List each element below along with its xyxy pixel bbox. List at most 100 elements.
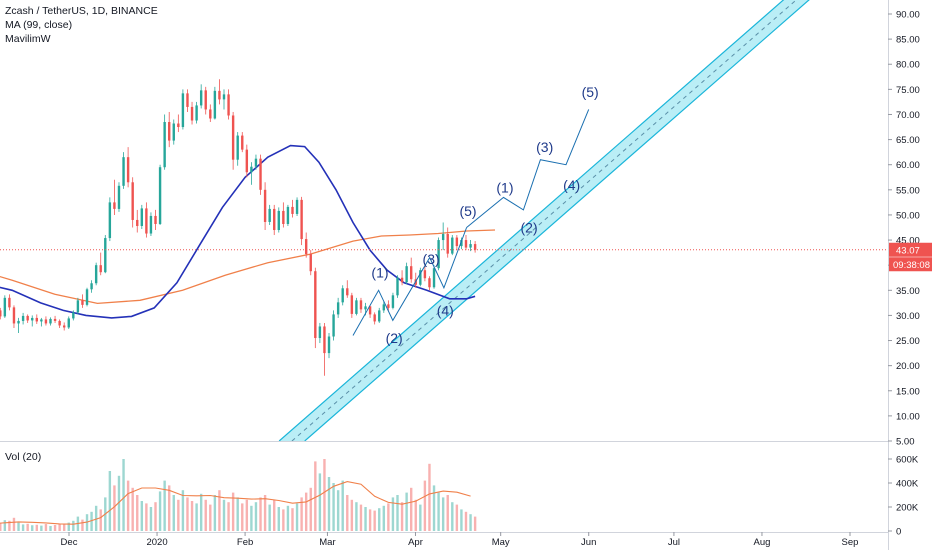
candle-body: [391, 295, 395, 308]
candle-body: [108, 202, 112, 239]
candle: [136, 209, 139, 233]
time-axis-label: 2020: [146, 537, 167, 548]
volume-bar: [49, 525, 52, 531]
candle-body: [58, 320, 61, 326]
candle-body: [172, 123, 175, 141]
volume-bar: [12, 517, 16, 531]
candle-body: [263, 189, 267, 222]
candle: [391, 292, 395, 310]
volume-bar: [158, 491, 162, 531]
candle: [455, 235, 459, 251]
candle: [154, 209, 157, 231]
candle: [323, 322, 326, 376]
candle: [318, 322, 322, 344]
candle-body: [291, 206, 294, 214]
candle: [387, 300, 390, 312]
candle-body: [199, 90, 203, 106]
candle-body: [318, 326, 322, 339]
volume-bar: [396, 495, 399, 531]
volume-bar: [117, 475, 121, 531]
main-plot-area: (1) (2) (3) (4) (5) (1) (2) (3) (4) (5): [0, 0, 888, 441]
symbol-title[interactable]: Zcash / TetherUS, 1D, BINANCE: [5, 5, 158, 17]
candle: [378, 307, 381, 323]
candle-body: [368, 306, 372, 315]
volume-bar: [53, 525, 57, 531]
volume-indicator-label[interactable]: Vol (20): [5, 451, 42, 463]
volume-bar: [26, 523, 29, 531]
candle-body: [145, 208, 148, 234]
price-axis-label: 15.00: [896, 386, 920, 397]
candle: [35, 314, 38, 324]
volume-bar: [446, 495, 449, 531]
mavilim-indicator-label[interactable]: MavilimW: [5, 33, 51, 45]
candle: [469, 240, 472, 252]
candle-body: [409, 266, 413, 280]
candle-body: [304, 239, 308, 255]
candle: [17, 317, 20, 333]
candle: [250, 162, 253, 185]
candle-body: [423, 270, 427, 279]
candle: [222, 89, 226, 110]
volume-bar: [409, 487, 413, 531]
ma-indicator-label[interactable]: MA (99, close): [5, 19, 73, 31]
wave-label: (3): [423, 251, 440, 267]
candle-body: [364, 306, 367, 310]
candle: [163, 114, 166, 170]
candle: [104, 235, 107, 274]
volume-bar: [382, 505, 386, 531]
candle: [451, 235, 454, 256]
time-axis-label: Feb: [237, 537, 253, 548]
price-axis-label: 75.00: [896, 85, 920, 96]
volume-bar: [300, 497, 303, 531]
candle-body: [12, 307, 16, 324]
volume-bar: [209, 504, 212, 531]
volume-bar: [90, 511, 93, 531]
volume-bar: [0, 522, 2, 531]
price-axis-label: 65.00: [896, 135, 920, 146]
candle: [58, 319, 61, 328]
candle-body: [195, 105, 198, 121]
price-axis-label: 25.00: [896, 336, 920, 347]
volume-bar: [304, 492, 308, 531]
volume-ma-line: [0, 481, 471, 525]
volume-bar: [190, 501, 194, 531]
candle: [327, 332, 331, 359]
volume-bar: [437, 492, 440, 531]
candle-body: [44, 319, 48, 324]
candle-body: [168, 122, 171, 141]
candle-body: [227, 94, 230, 116]
wave-path-actual: [352, 227, 468, 336]
volume-bar: [469, 514, 472, 531]
candle: [259, 154, 262, 195]
candle-body: [213, 90, 217, 119]
candle: [382, 301, 386, 313]
candle: [40, 317, 43, 327]
volume-bar: [62, 524, 66, 531]
volume-bar: [140, 501, 144, 531]
candle-body: [62, 325, 66, 328]
volume-bar: [168, 485, 171, 531]
wave-label: (2): [386, 330, 403, 346]
candle-body: [455, 237, 459, 247]
volume-bar: [286, 505, 290, 531]
candle-body: [400, 277, 404, 283]
candle: [359, 297, 363, 313]
candle: [291, 199, 294, 218]
candle: [282, 202, 285, 228]
candle: [409, 257, 413, 283]
volume-bar: [58, 523, 61, 531]
candle-body: [355, 300, 358, 314]
volume-bar: [99, 509, 102, 531]
volume-bar: [282, 509, 285, 531]
candle: [332, 310, 335, 341]
time-axis-label: Jun: [581, 537, 596, 548]
volume-plot-area: [0, 459, 477, 531]
candle: [122, 152, 125, 189]
candle: [67, 316, 70, 329]
volume-bar: [350, 499, 354, 531]
candle-body: [341, 288, 344, 303]
volume-bar: [441, 497, 445, 531]
